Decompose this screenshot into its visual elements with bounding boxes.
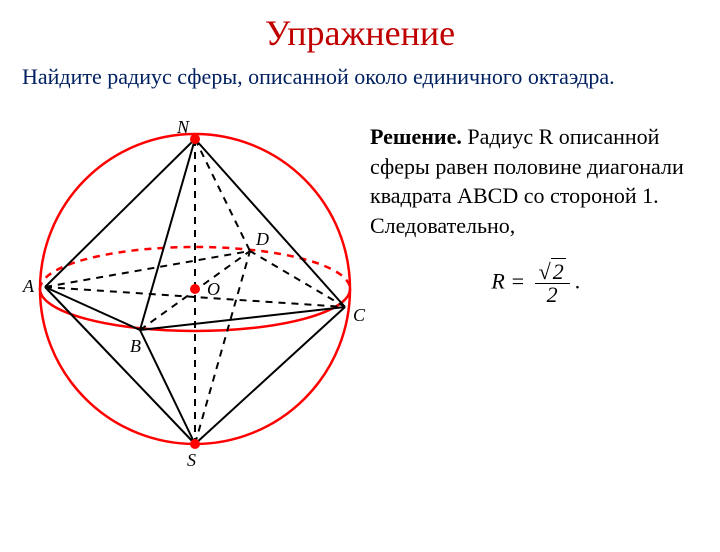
formula-lhs: R =	[491, 268, 525, 293]
svg-text:N: N	[176, 117, 190, 137]
formula-denominator: 2	[535, 284, 570, 306]
formula-fraction: 2 2	[535, 261, 570, 306]
diagram-container: N S O A B C D	[0, 94, 370, 474]
svg-text:C: C	[353, 305, 366, 325]
problem-text: Найдите радиус сферы, описанной около ед…	[22, 64, 720, 90]
svg-text:B: B	[130, 336, 141, 356]
formula-tail: .	[575, 268, 581, 293]
svg-text:D: D	[255, 229, 269, 249]
solution-block: Решение. Радиус R описанной сферы равен …	[370, 122, 720, 474]
svg-text:O: O	[207, 279, 220, 299]
page-title: Упражнение	[0, 12, 720, 54]
octahedron-diagram: N S O A B C D	[0, 94, 370, 474]
solution-lead: Решение.	[370, 124, 462, 149]
sqrt-icon: 2	[539, 261, 566, 283]
formula-numerator: 2	[535, 261, 570, 284]
svg-text:S: S	[187, 450, 196, 470]
svg-text:A: A	[22, 276, 35, 296]
content-row: N S O A B C D Решение. Радиус R описанной сфер…	[0, 94, 720, 474]
formula: R = 2 2 .	[370, 261, 702, 306]
solution-text: Решение. Радиус R описанной сферы равен …	[370, 122, 702, 241]
